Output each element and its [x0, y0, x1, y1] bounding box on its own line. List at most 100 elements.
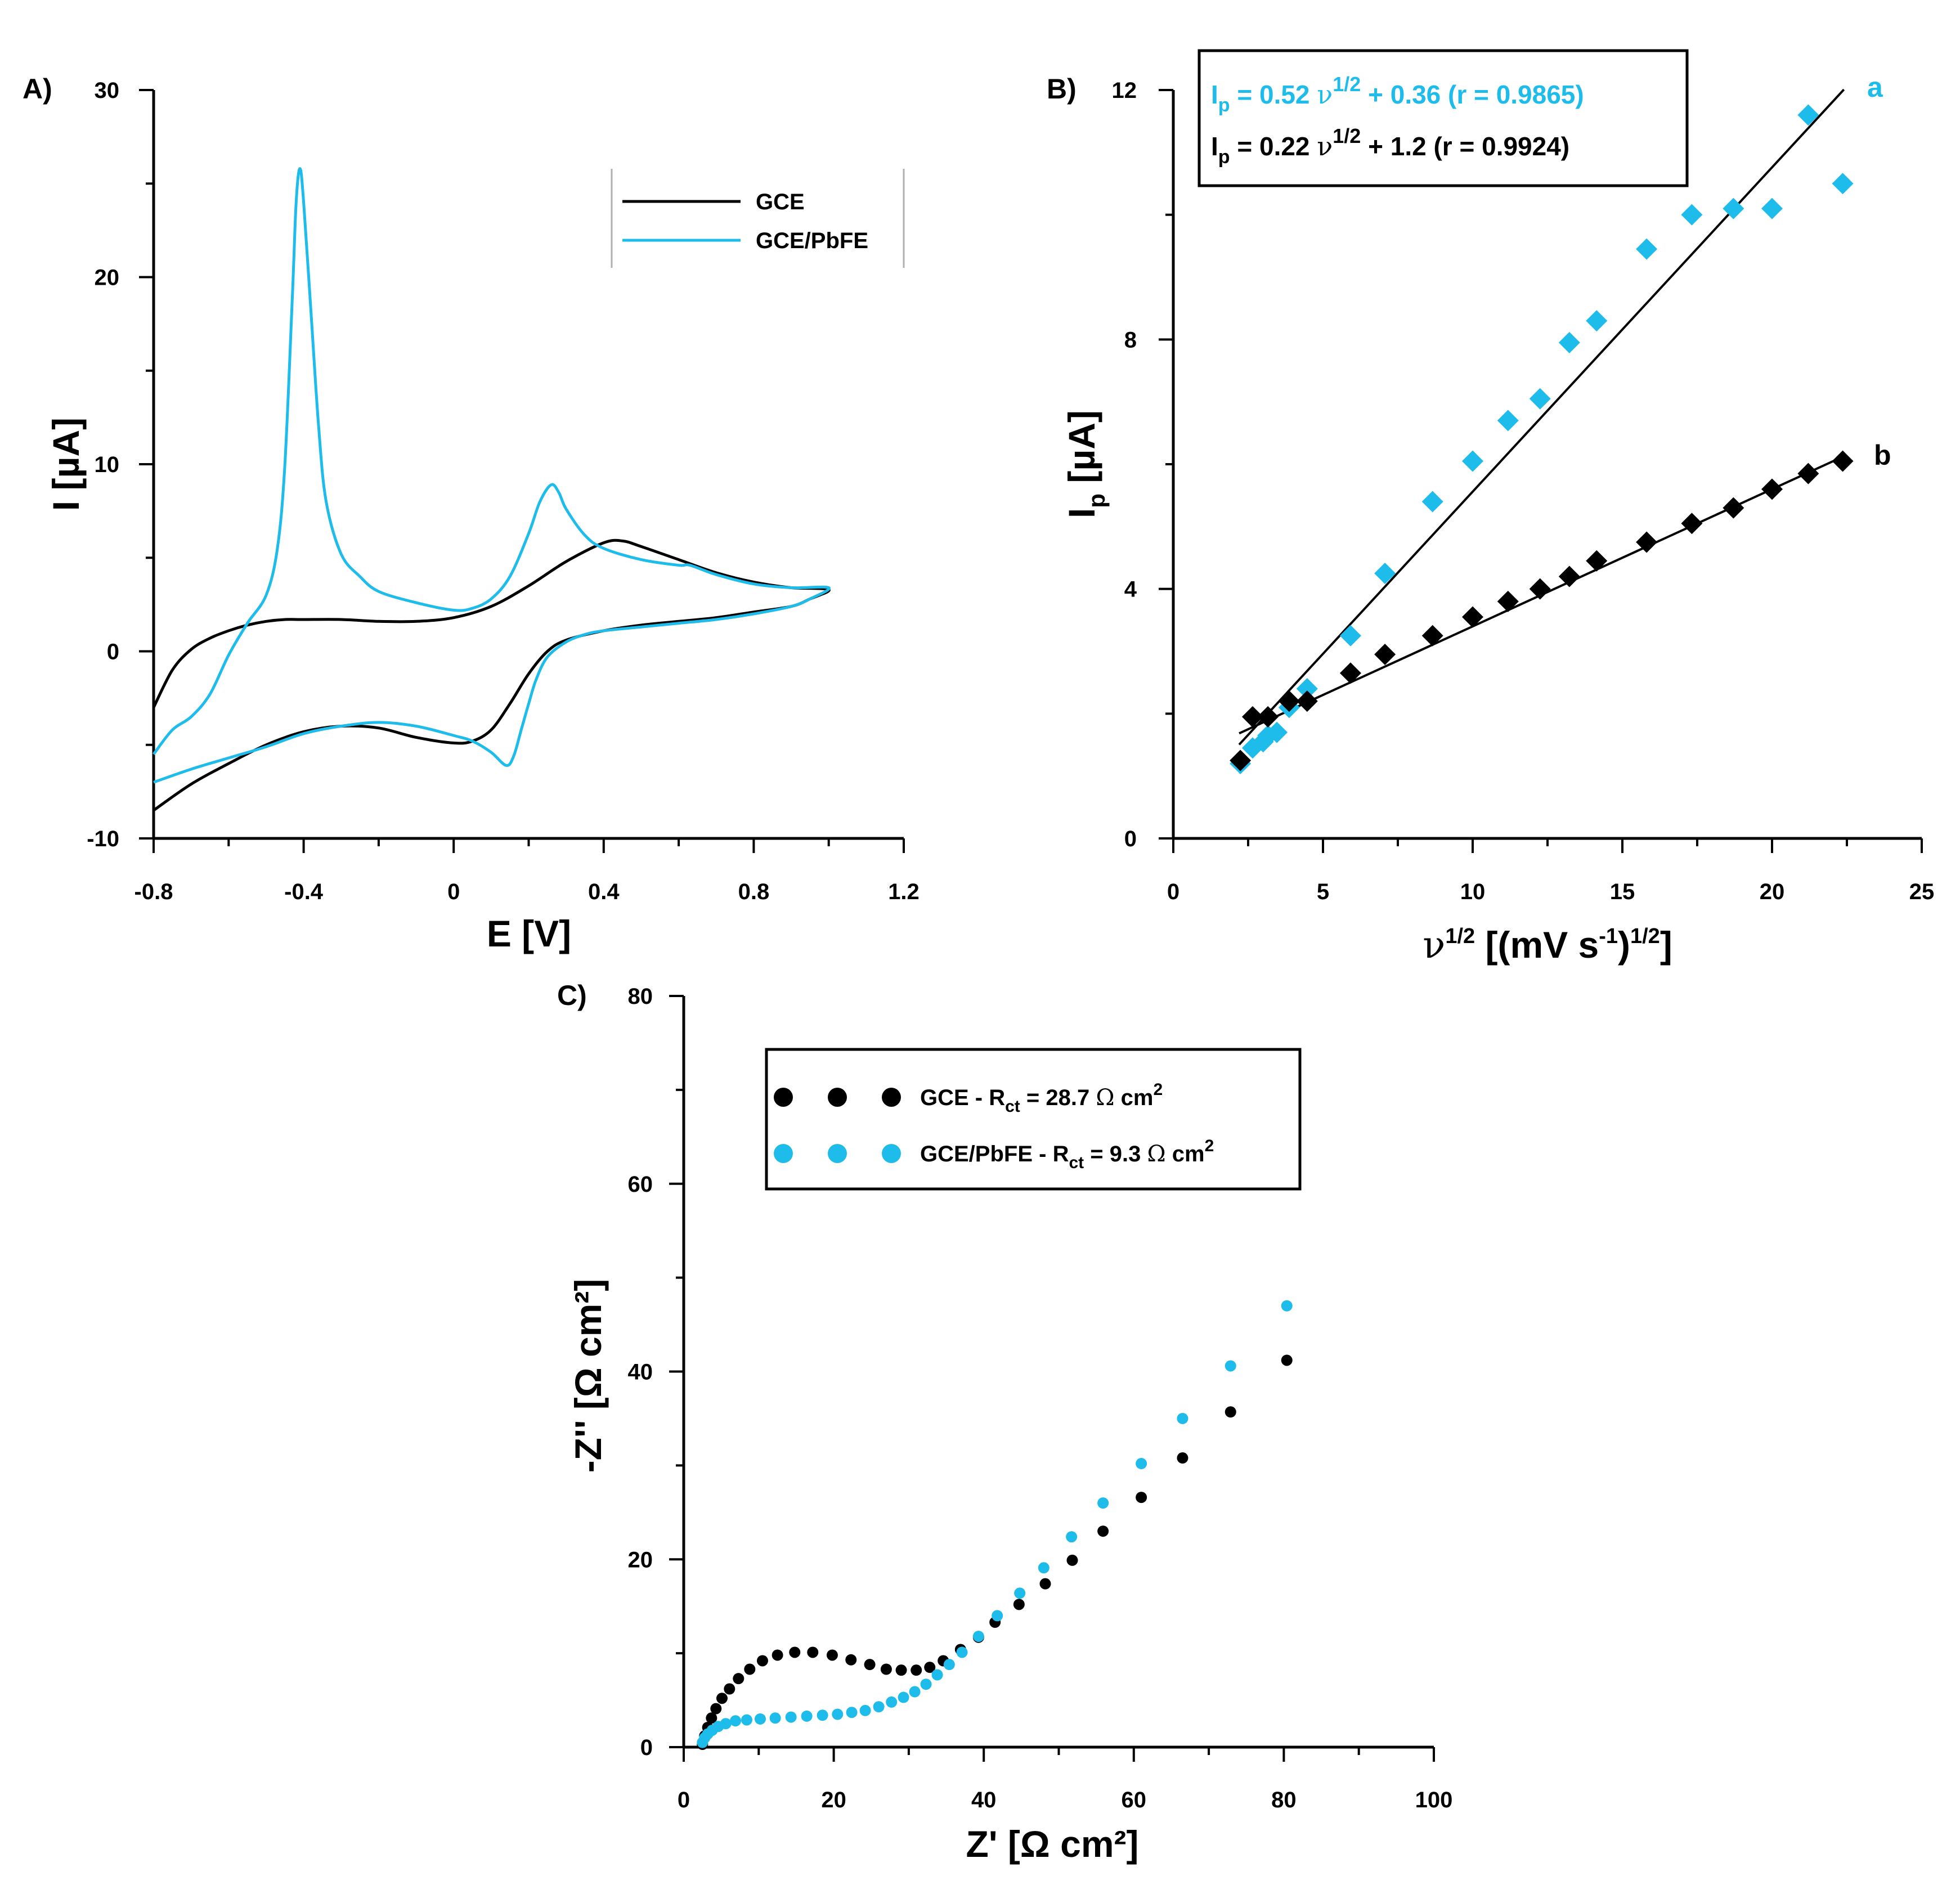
data-point-gce: [1281, 1354, 1293, 1366]
panel-c-series: [697, 1300, 1293, 1750]
panel-b-x-tick-label: 15: [1610, 879, 1635, 904]
data-point-b: [1586, 550, 1608, 572]
subscript: p: [1083, 493, 1110, 508]
panel-c-x-tick-label: 0: [678, 1788, 690, 1812]
data-point-b: [1681, 513, 1703, 535]
data-point-b: [1529, 578, 1551, 600]
panel-b-y-tick-label: 8: [1124, 327, 1137, 352]
panel-a-x-tick-label: 0: [447, 879, 460, 904]
exponent: -1: [1599, 924, 1618, 948]
data-point-gce: [724, 1683, 735, 1695]
data-point-a: [1462, 450, 1483, 472]
data-point-gce: [1225, 1406, 1236, 1418]
legend-marker-gce: [882, 1088, 901, 1107]
panel-b-x-tick-label: 10: [1460, 879, 1486, 904]
legend-marker-pbfe: [828, 1144, 847, 1163]
panel-b-x-tick-label: 0: [1167, 879, 1179, 904]
eq-exponent: 1/2: [1333, 124, 1361, 147]
series-label-b: b: [1874, 439, 1891, 471]
data-point-gce: [1097, 1525, 1109, 1537]
data-point-a: [1497, 410, 1519, 432]
data-point-gce-pbfe: [859, 1704, 871, 1716]
cv-curve-gce: [152, 538, 831, 812]
panel-b-x-tick-label: 20: [1760, 879, 1785, 904]
data-point-gce-pbfe: [886, 1696, 898, 1708]
data-point-gce: [1039, 1578, 1051, 1590]
panel-a-x-tick-label: -0.8: [134, 879, 173, 904]
panel-a-x-tick-label: -0.4: [284, 879, 324, 904]
data-point-gce: [716, 1693, 728, 1704]
data-point-gce-pbfe: [1014, 1587, 1026, 1599]
data-point-a: [1761, 198, 1783, 219]
eq-text: + 0.36 (r = 0.9865): [1361, 80, 1584, 109]
legend-subscript: ct: [1005, 1097, 1020, 1116]
data-point-gce: [756, 1655, 768, 1667]
data-point-a: [1681, 204, 1703, 226]
data-point-gce-pbfe: [931, 1669, 943, 1681]
data-point-a: [1723, 198, 1744, 219]
data-point-gce-pbfe: [873, 1701, 885, 1713]
legend-label-pbfe: GCE/PbFE - Rct = 9.3 Ω cm2: [920, 1137, 1214, 1172]
eq-subscript: p: [1218, 95, 1230, 116]
unit-text: [µA]: [1061, 410, 1102, 493]
data-point-gce: [924, 1662, 936, 1673]
panel-a-series: [152, 167, 831, 812]
data-point-gce: [864, 1659, 876, 1671]
data-point-gce-pbfe: [846, 1707, 858, 1718]
panel-c-x-tick-label: 60: [1122, 1788, 1147, 1812]
data-point-gce-pbfe: [909, 1686, 921, 1698]
panel-c-label: C): [557, 980, 587, 1011]
panel-b-x-axis-title: ν1/2 [(mV s-1)1/2]: [1423, 923, 1672, 967]
data-point-b: [1497, 590, 1519, 612]
panel-a-y-tick-labels: -10 0 10 20 30: [87, 78, 119, 851]
panel-c-x-tick-label: 20: [821, 1788, 846, 1812]
data-point-b: [1241, 706, 1263, 728]
data-point-a: [1339, 625, 1361, 647]
panel-a-x-tick-label: 0.4: [588, 879, 620, 904]
data-point-gce: [895, 1664, 907, 1676]
data-point-b: [1558, 566, 1580, 587]
data-point-gce-pbfe: [1038, 1562, 1049, 1574]
data-point-gce: [1066, 1554, 1078, 1566]
panel-c-legend: GCE - Rct = 28.7 Ω cm2 GCE/PbFE - Rct = …: [765, 1048, 1302, 1191]
data-point-a: [1529, 388, 1551, 410]
fit-line-a: [1238, 88, 1845, 746]
data-point-gce: [880, 1663, 892, 1675]
panel-a-y-tick-label: 10: [95, 452, 120, 477]
panel-b-label: B): [1047, 73, 1077, 105]
data-point-gce: [733, 1673, 744, 1685]
legend-marker-pbfe: [774, 1144, 793, 1163]
panel-a: A) -0.8 -0.4 0 0.4 0.8 1.2 -10 0 10 20 3…: [23, 73, 920, 954]
panel-a-y-tick-label: -10: [87, 827, 119, 851]
legend-text: = 28.7: [1020, 1085, 1096, 1110]
data-point-gce: [1013, 1599, 1025, 1610]
eq-text: = 0.22: [1230, 132, 1317, 161]
omega-symbol: Ω: [1096, 1085, 1114, 1111]
panel-a-x-tick-label: 1.2: [888, 879, 920, 904]
legend-text: GCE/PbFE - R: [920, 1142, 1069, 1166]
data-point-a: [1832, 173, 1854, 195]
panel-c-x-tick-label: 40: [971, 1788, 997, 1812]
legend-marker-gce: [774, 1088, 793, 1107]
data-point-gce-pbfe: [729, 1715, 741, 1727]
nu-symbol: ν: [1423, 923, 1445, 967]
legend-frame: [765, 1048, 1302, 1191]
data-point-b: [1339, 662, 1361, 684]
panel-b-series: [1230, 88, 1854, 774]
panel-b-equation-box: Ip = 0.52 ν1/2 + 0.36 (r = 0.9865) Ip = …: [1197, 49, 1689, 187]
legend-marker-pbfe: [882, 1144, 901, 1163]
eq-subscript: p: [1218, 146, 1230, 168]
panel-b-y-tick-label: 4: [1124, 577, 1137, 602]
data-point-a: [1636, 238, 1658, 260]
panel-b-x-tick-label: 25: [1909, 879, 1935, 904]
data-point-gce-pbfe: [1136, 1458, 1147, 1470]
panel-a-x-tick-label: 0.8: [738, 879, 770, 904]
data-point-a: [1558, 331, 1580, 353]
data-point-gce-pbfe: [769, 1712, 781, 1724]
data-point-gce-pbfe: [1097, 1497, 1109, 1509]
data-point-gce: [710, 1703, 722, 1715]
data-point-b: [1421, 625, 1443, 647]
panel-c-y-axis-title: -Z'' [Ω cm²]: [567, 1279, 609, 1473]
panel-c-x-tick-labels: 0 20 40 60 80 100: [678, 1788, 1453, 1812]
